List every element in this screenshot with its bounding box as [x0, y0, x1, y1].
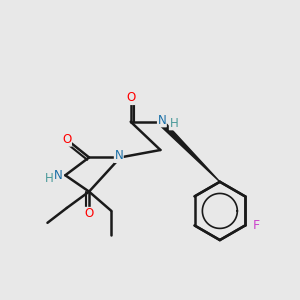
Text: N: N: [158, 114, 166, 127]
Text: O: O: [62, 133, 71, 146]
Text: H: H: [45, 172, 53, 185]
Text: N: N: [54, 169, 62, 182]
Text: O: O: [84, 207, 94, 220]
Text: O: O: [126, 92, 135, 104]
Text: N: N: [114, 149, 123, 162]
Text: F: F: [253, 219, 260, 232]
Polygon shape: [158, 120, 220, 182]
Text: H: H: [169, 117, 178, 130]
